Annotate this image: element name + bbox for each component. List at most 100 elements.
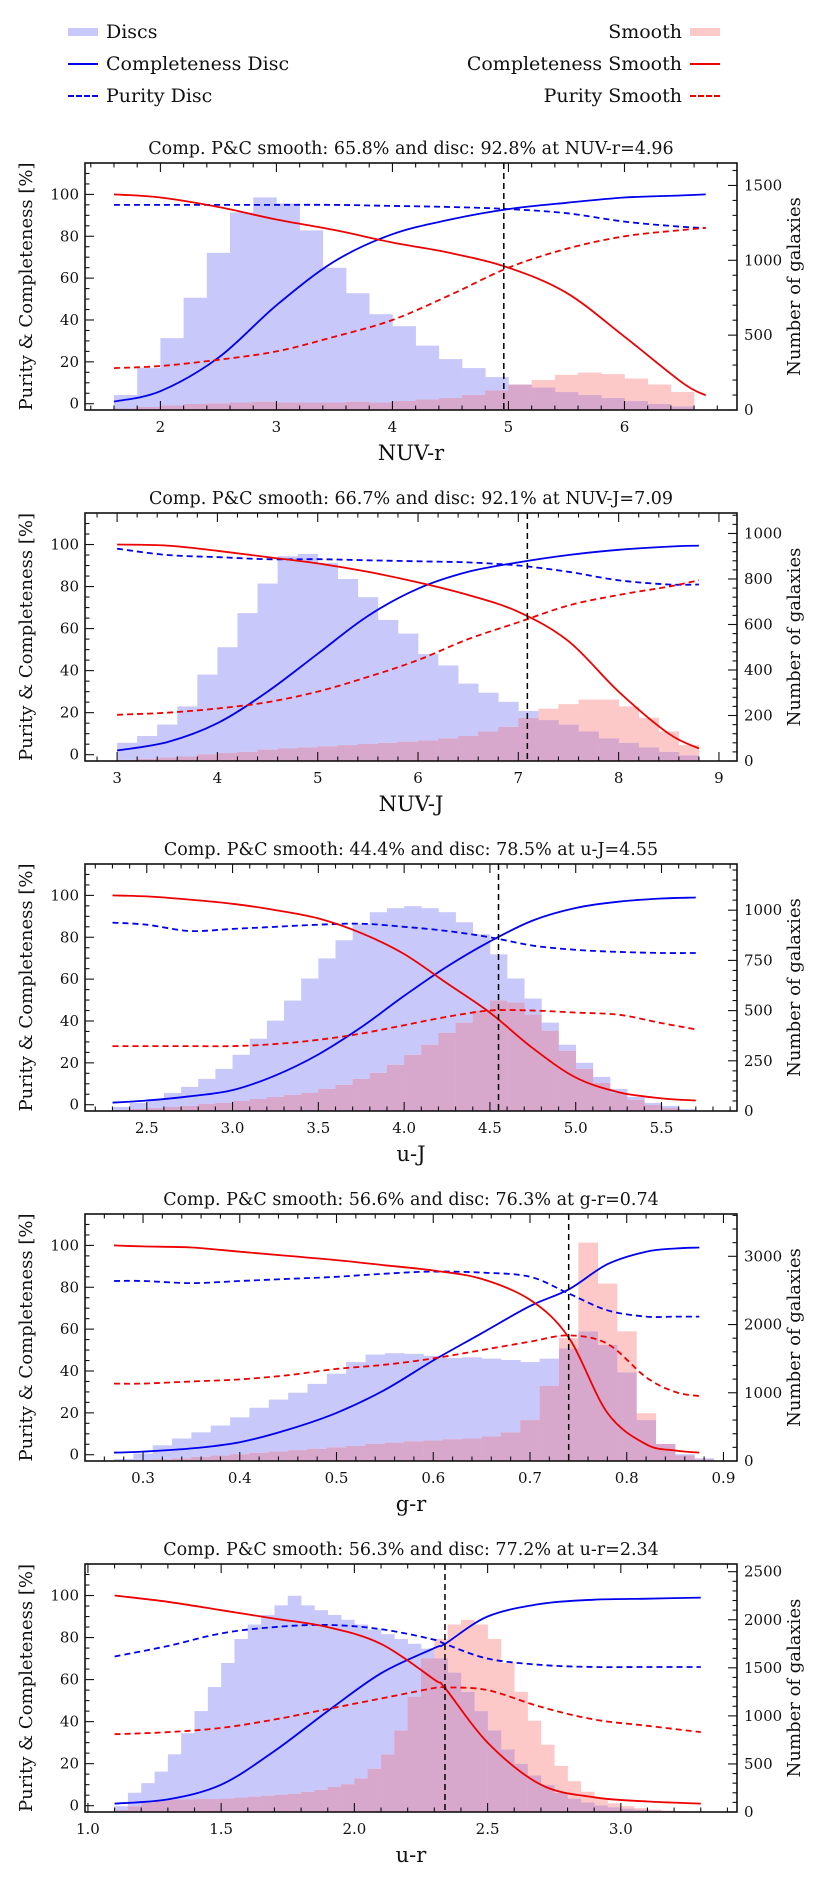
x-tick-label: 4 [388,418,398,436]
y-tick-label: 80 [60,1629,79,1647]
y-tick-label: 40 [60,1362,79,1380]
legend-item-purity-disc: Purity Disc [60,83,212,109]
overlap-histogram [117,717,700,761]
x-tick-label: 6 [620,418,630,436]
x-tick-label: 0.6 [421,1469,445,1487]
y-tick-label: 0 [69,1446,79,1464]
chart-panel-4: 0.3 0.4 0.5 0.6 0.7 0.8 0.90204060801000100020… [16,1190,805,1516]
legend-swatch-icon [690,28,720,36]
right-y-tick-label: 0 [744,401,754,419]
right-y-tick-label: 1000 [744,1707,782,1725]
x-tick-label: 1.0 [76,1820,100,1838]
disc-histogram [114,197,509,409]
legend-label: Smooth [608,21,682,43]
legend-label: Discs [106,21,158,43]
y-tick-label: 100 [50,1587,79,1605]
right-y-tick-label: 1000 [744,1384,782,1402]
purity-disc-curve [113,1270,700,1318]
y-axis-label: Purity & Completeness [%] [16,1564,37,1812]
purity-smooth-curve [112,1009,696,1048]
right-y-tick-label: 250 [744,1052,773,1070]
x-tick-label: 7 [514,769,524,787]
y-tick-label: 80 [60,578,79,596]
right-y-tick-label: 600 [744,615,773,633]
legend-swatch-icon [690,63,720,65]
legend-label: Completeness Disc [106,53,290,75]
y-tick-label: 60 [60,620,79,638]
y-axis-label: Purity & Completeness [%] [16,162,37,410]
purity-smooth-curve [113,1334,700,1397]
y-tick-label: 100 [50,185,79,203]
completeness-disc-curve [112,896,696,1104]
completeness-smooth-curve [113,1244,700,1454]
disc-histogram [112,906,697,1110]
purity-smooth-curve [113,227,706,369]
right-y-tick-label: 0 [744,1803,754,1821]
right-y-tick-label: 0 [744,752,754,770]
axes-frame [84,1563,738,1813]
y-tick-label: 40 [60,1713,79,1731]
axes-frame [84,1213,738,1462]
smooth-histogram [531,372,695,407]
x-tick-label: 8 [614,769,624,787]
purity-disc-curve [114,203,706,229]
y-tick-label: 60 [60,1320,79,1338]
completeness-disc-curve [116,544,699,752]
y-tick-label: 20 [60,1755,79,1773]
purity-disc-curve [112,921,696,954]
right-y-tick-label: 800 [744,570,773,588]
right-y-tick-label: 2000 [744,1611,782,1629]
x-tick-label: 0.5 [325,1469,349,1487]
completeness-smooth-curve [117,543,700,750]
legend-item-discs: Discs [60,19,157,45]
right-y-axis-label: Number of galaxies [784,197,805,376]
completeness-smooth-curve [113,193,707,397]
right-y-tick-label: 1000 [744,901,782,919]
axes-frame [84,863,738,1112]
axes-frame [84,512,738,762]
right-y-tick-label: 3000 [744,1247,782,1265]
y-axis-label: Purity & Completeness [%] [16,513,37,761]
completeness-smooth-curve [114,1594,701,1805]
x-axis-label: u-J [396,1142,425,1166]
x-tick-label: 2.5 [135,1119,159,1137]
completeness-disc-curve [113,1246,700,1454]
x-tick-label: 4.0 [392,1119,416,1137]
x-tick-label: 0.3 [131,1469,155,1487]
chart-title: Comp. P&C smooth: 44.4% and disc: 78.5% … [164,840,658,860]
y-tick-label: 20 [60,353,79,371]
axes-frame [84,162,738,411]
right-y-tick-label: 1000 [744,251,782,269]
y-tick-label: 40 [60,311,79,329]
x-tick-label: 3 [272,418,282,436]
x-tick-label: 2.5 [476,1820,500,1838]
y-tick-label: 20 [60,704,79,722]
x-tick-label: 5 [504,418,514,436]
x-tick-label: 0.9 [712,1469,736,1487]
y-tick-label: 40 [60,662,79,680]
overlap-histogram [112,1000,697,1111]
right-y-axis-label: Number of galaxies [784,548,805,727]
legend-item-smooth: Smooth [608,19,728,45]
x-tick-label: 1.5 [209,1820,233,1838]
y-axis-label: Purity & Completeness [%] [16,863,37,1111]
right-y-tick-label: 1000 [744,524,782,542]
chart-title: Comp. P&C smooth: 65.8% and disc: 92.8% … [148,139,673,159]
overlap-histogram [114,1331,715,1461]
x-axis-label: NUV-J [379,792,444,816]
right-y-tick-label: 2000 [744,1316,782,1334]
completeness-disc-curve [114,1596,701,1805]
x-tick-label: 3.5 [306,1119,330,1137]
legend-item-completeness-smooth: Completeness Smooth [467,51,728,77]
smooth-histogram [559,1242,657,1421]
y-tick-label: 60 [60,970,79,988]
disc-histogram [114,1595,435,1811]
y-tick-label: 80 [60,227,79,245]
chart-panel-3: 2.5 3.0 3.5 4.0 4.5 5.0 5.50204060801000250500… [16,840,805,1166]
chart-title: Comp. P&C smooth: 56.3% and disc: 77.2% … [163,1540,659,1560]
x-tick-label: 5 [313,769,323,787]
completeness-smooth-curve [112,894,696,1102]
x-tick-label: 3.0 [609,1820,633,1838]
x-axis-label: u-r [396,1843,428,1867]
